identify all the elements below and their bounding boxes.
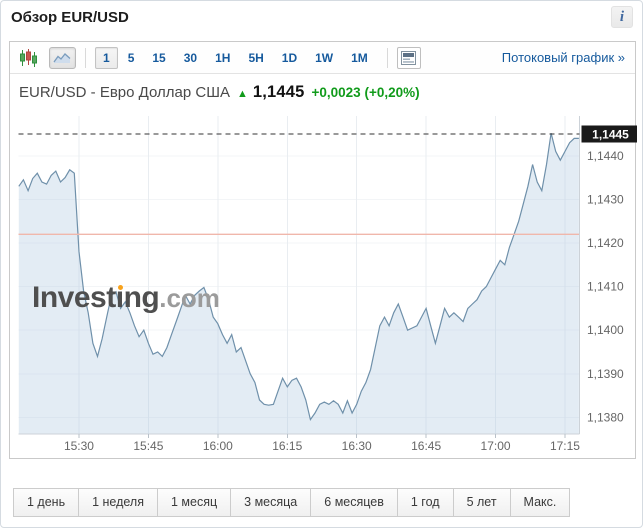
interval-button-1[interactable]: 1 [95,46,118,69]
y-axis-label: 1,1380 [587,410,624,424]
chart-panel: 1 5 15 30 1H 5H 1D 1W 1M Потоковый график » EUR/… [9,41,637,459]
interval-button-1W[interactable]: 1W [315,50,334,65]
price-change: +0,0023 (+0,20%) [312,85,420,100]
x-axis-label: 15:45 [133,439,163,453]
range-tab-5[interactable]: 6 месяцев [310,488,398,517]
last-price: 1,1445 [252,83,305,101]
instrument-title: EUR/USD - Евро Доллар США [19,84,230,101]
range-tab-3[interactable]: 1 месяц [157,488,232,517]
y-axis-label: 1,1390 [587,367,624,381]
range-tab-6[interactable]: 1 год [396,488,454,517]
change-value: +0,0023 [311,85,361,100]
x-axis-label: 15:30 [64,439,94,453]
range-tab-4[interactable]: 3 месяца [230,488,312,517]
quote-row: EUR/USD - Евро Доллар США ▲ 1,1445 +0,00… [19,83,420,102]
info-icon-glyph: i [619,9,625,25]
interval-button-1H[interactable]: 1H [215,50,231,65]
range-tab-7[interactable]: 5 лет [452,488,511,517]
streaming-chart-link[interactable]: Потоковый график » [501,50,625,65]
price-area-fill [18,133,579,434]
price-chart[interactable]: 1,1440 1,1430 1,1420 1,1410 1,1400 1,1390 1,13… [10,109,637,459]
price-line [18,132,579,422]
range-tab-2[interactable]: 1 неделя [78,488,158,517]
candlestick-chart-icon[interactable] [19,48,38,68]
interval-button-1M[interactable]: 1M [351,50,368,65]
last-price-badge-label: 1,1445 [592,128,629,142]
x-axis-label: 16:45 [411,439,441,453]
y-axis-label: 1,1420 [587,236,624,250]
interval-button-5[interactable]: 5 [127,50,135,65]
change-percent: (+0,20%) [364,85,420,100]
interval-buttons: 1 5 15 30 1H 5H 1D 1W 1M [95,46,378,69]
range-tab-8[interactable]: Макс. [509,488,571,517]
interval-button-30[interactable]: 30 [183,50,198,65]
x-axis-label: 16:30 [342,439,372,453]
range-tabs: 1 день 1 неделя 1 месяц 3 месяца 6 месяцев 1 … [13,488,571,517]
toolbar-divider [85,47,86,68]
up-arrow-icon: ▲ [236,88,248,100]
last-price-badge [581,125,637,143]
x-axis-label: 16:15 [272,439,302,453]
y-axis-label: 1,1440 [587,149,624,163]
area-chart-icon[interactable] [49,46,76,69]
range-tab-1[interactable]: 1 день [13,488,80,517]
interval-button-15[interactable]: 15 [152,50,166,65]
x-axis-label: 16:00 [203,439,233,453]
info-icon[interactable]: i [611,6,633,28]
x-axis-label: 17:15 [550,439,580,453]
y-axis-label: 1,1400 [587,323,624,337]
y-axis-label: 1,1410 [587,280,624,294]
x-axis-label: 17:00 [481,439,511,453]
toolbar-divider [386,47,388,68]
page-title: Обзор EUR/USD [11,9,129,26]
interval-button-5H[interactable]: 5H [248,50,264,65]
y-axis-label: 1,1430 [587,192,624,206]
chart-toolbar: 1 5 15 30 1H 5H 1D 1W 1M Потоковый график » [10,42,635,74]
interval-button-1D[interactable]: 1D [281,50,298,65]
news-layout-icon[interactable] [396,46,421,69]
chart-plot-area[interactable] [18,116,580,434]
